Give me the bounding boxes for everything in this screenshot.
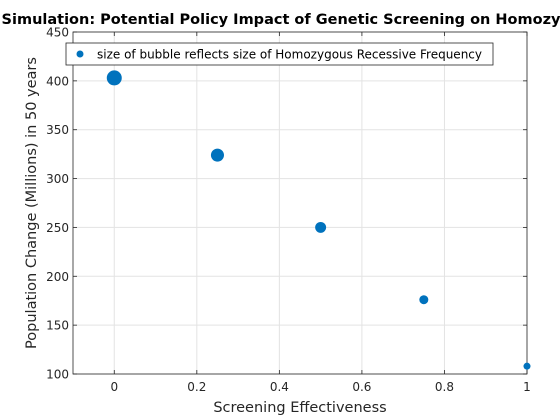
y-tick-label: 450 [46, 26, 69, 40]
data-point-bubble [523, 362, 531, 370]
data-point-bubble [106, 70, 122, 86]
data-point-bubble [315, 221, 327, 233]
y-tick-label: 400 [46, 74, 69, 88]
data-points [106, 70, 531, 370]
x-tick-label: 1 [523, 380, 531, 394]
x-tick-label: 0.8 [435, 380, 454, 394]
x-tick-label: 0 [110, 380, 118, 394]
y-tick-label: 100 [46, 368, 69, 382]
data-point-bubble [419, 295, 429, 305]
data-point-bubble [210, 148, 224, 162]
x-tick-label: 0.4 [270, 380, 289, 394]
x-tick-label: 0.2 [187, 380, 206, 394]
y-tick-label: 350 [46, 123, 69, 137]
plot-frame [72, 31, 528, 375]
legend-marker [76, 50, 84, 58]
y-axis-label: Population Change (Millions) in 50 years [24, 57, 40, 349]
y-tick-label: 200 [46, 270, 69, 284]
x-tick-label: 0.6 [352, 380, 371, 394]
y-tick-label: 300 [46, 172, 69, 186]
axis-ticks: 0 0.2 0.4 0.6 0.8 1 100 150 200 250 300 350 400 450 [46, 26, 531, 395]
grid-lines [73, 31, 528, 375]
legend-label: size of bubble reflects size of Homozygo… [97, 48, 482, 62]
x-axis-label: Screening Effectiveness [213, 400, 386, 416]
y-tick-label: 250 [46, 221, 69, 235]
legend-box [65, 42, 494, 66]
chart-title: Population Dynamics Simulation: Potentia… [0, 12, 560, 28]
legend: size of bubble reflects size of Homozygo… [65, 42, 494, 66]
y-tick-label: 150 [46, 319, 69, 333]
